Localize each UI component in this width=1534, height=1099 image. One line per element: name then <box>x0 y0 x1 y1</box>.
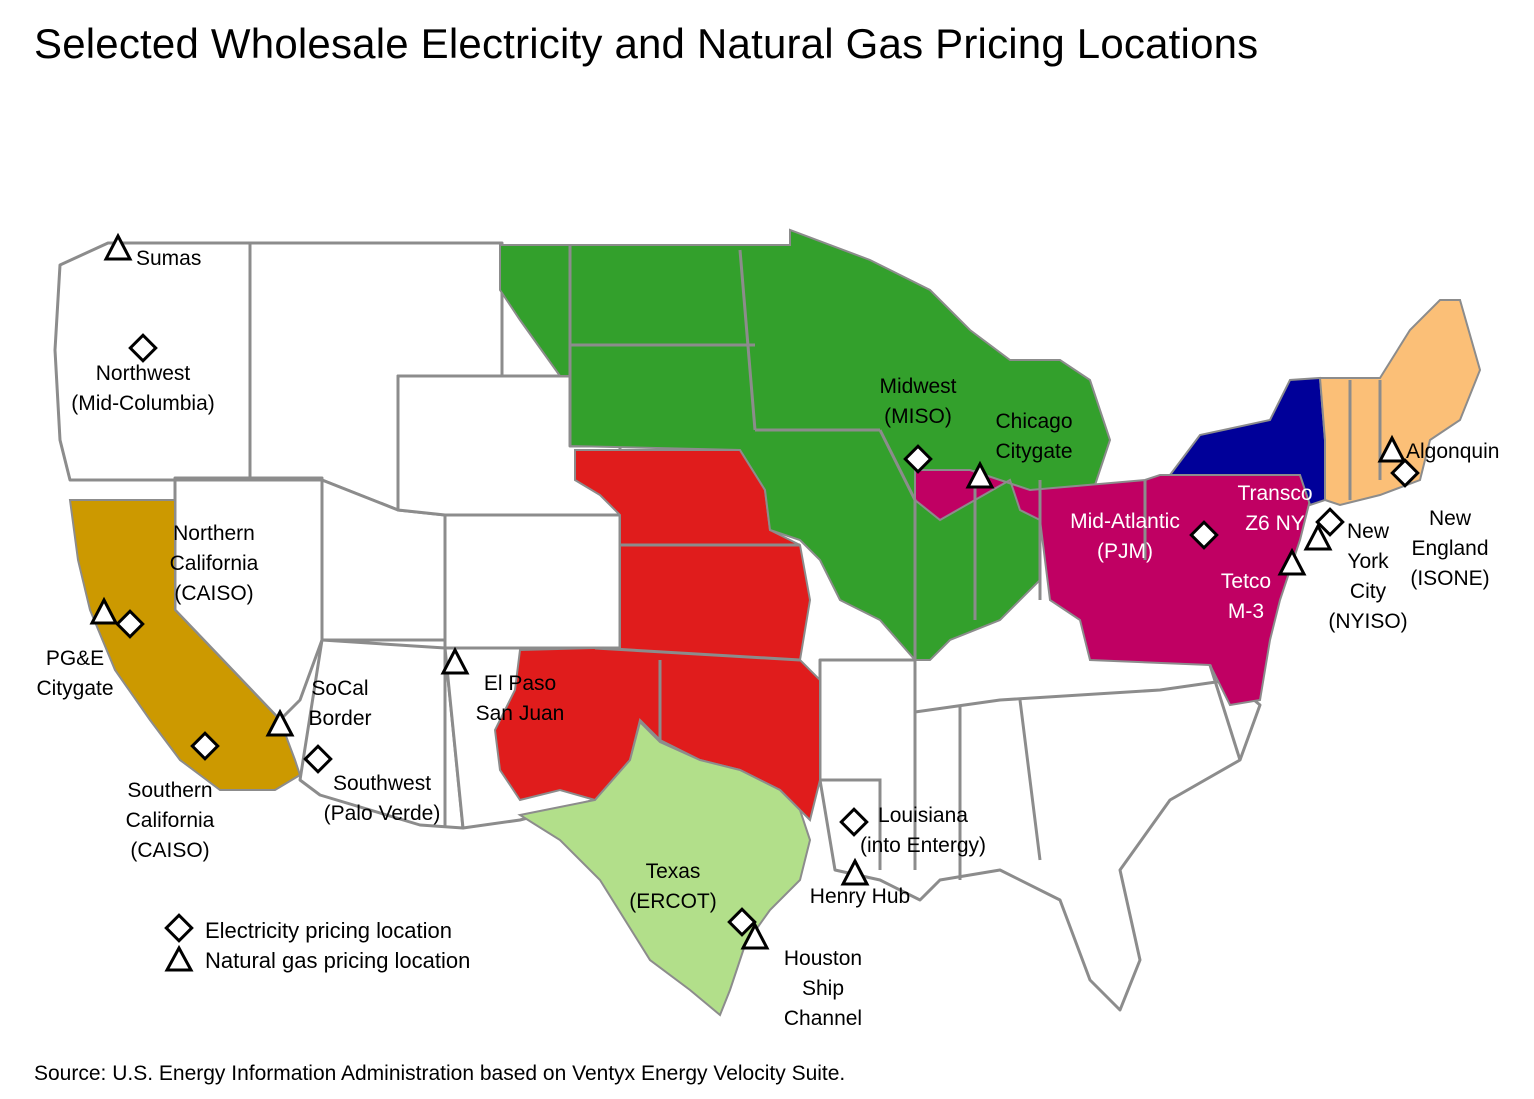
label-transco: Transco Z6 NY <box>1237 482 1312 535</box>
label-pge-line: PG&E <box>46 647 104 670</box>
legend-electricity-icon <box>164 913 194 943</box>
label-louisiana: Louisiana (into Entergy) <box>860 804 986 857</box>
label-northern-california-line: California <box>170 552 259 575</box>
label-new-england-line: New <box>1429 507 1472 530</box>
label-mid-atlantic-line: Mid-Atlantic <box>1070 510 1180 533</box>
label-pge-line: Citygate <box>36 677 113 700</box>
label-louisiana-line: Louisiana <box>878 804 968 827</box>
label-new-england-line: (ISONE) <box>1410 567 1489 590</box>
tetco-m3-gas-marker <box>1277 547 1307 576</box>
label-southern-california-line: Southern <box>127 779 212 802</box>
label-new-york: New York City (NYISO) <box>1328 520 1407 633</box>
label-new-york-line: New <box>1347 520 1390 543</box>
label-mid-atlantic: Mid-Atlantic (PJM) <box>1070 510 1180 563</box>
new-england-electricity-marker <box>1390 458 1420 488</box>
label-northwest-line: (Mid-Columbia) <box>71 392 215 415</box>
chicago-citygate-gas-marker <box>965 460 995 489</box>
southwest-electricity-marker <box>303 744 333 774</box>
northern-california-electricity-marker <box>115 609 145 639</box>
label-northern-california-line: Northern <box>173 522 255 545</box>
label-tetco-line: M-3 <box>1228 600 1264 623</box>
label-el-paso: El Paso San Juan <box>476 672 565 725</box>
label-transco-line: Z6 NY <box>1245 512 1305 535</box>
label-socal-border-line: SoCal <box>311 677 368 700</box>
label-tetco: Tetco M-3 <box>1221 570 1271 623</box>
label-southern-california-line: California <box>126 809 215 832</box>
label-northern-california-line: (CAISO) <box>174 582 253 605</box>
socal-border-gas-marker <box>265 708 295 737</box>
northwest-electricity-marker <box>128 333 158 363</box>
location-labels: Sumas Northwest (Mid-Columbia) Northern Cali… <box>36 247 1499 1030</box>
label-socal-border-line: Border <box>308 707 371 730</box>
pricing-markers <box>89 232 1420 950</box>
label-el-paso-line: San Juan <box>476 702 565 725</box>
label-algonquin-line: Algonquin <box>1406 440 1499 463</box>
label-midwest: Midwest (MISO) <box>879 375 956 428</box>
map-title: Selected Wholesale Electricity and Natur… <box>34 20 1259 67</box>
label-louisiana-line: (into Entergy) <box>860 834 986 857</box>
state-borders <box>443 245 1382 880</box>
label-chicago: Chicago Citygate <box>995 410 1072 463</box>
label-southwest-line: Southwest <box>333 772 431 795</box>
legend: Electricity pricing location Natural gas… <box>164 913 470 973</box>
algonquin-gas-marker <box>1377 434 1407 463</box>
label-sumas-line: Sumas <box>136 247 201 270</box>
label-northwest: Northwest (Mid-Columbia) <box>71 362 215 415</box>
label-algonquin: Algonquin <box>1406 440 1499 463</box>
midwest-electricity-marker <box>903 444 933 474</box>
label-houston-line: Ship <box>802 977 844 1000</box>
label-southwest-line: (Palo Verde) <box>324 802 441 825</box>
label-pge: PG&E Citygate <box>36 647 113 700</box>
label-henry-hub-line: Henry Hub <box>810 885 910 908</box>
legend-electricity-label: Electricity pricing location <box>205 918 452 943</box>
region-caiso <box>68 499 302 791</box>
region-isone <box>1318 299 1482 507</box>
sumas-gas-marker <box>103 232 133 261</box>
label-henry-hub: Henry Hub <box>810 885 910 908</box>
label-transco-line: Transco <box>1237 482 1312 505</box>
label-houston-line: Houston <box>784 947 862 970</box>
label-texas-line: (ERCOT) <box>629 890 717 913</box>
label-new-york-line: (NYISO) <box>1328 610 1407 633</box>
label-northwest-line: Northwest <box>96 362 191 385</box>
label-houston-line: Channel <box>784 1007 862 1030</box>
transco-z6-ny-gas-marker <box>1303 522 1333 551</box>
label-chicago-line: Chicago <box>995 410 1072 433</box>
label-texas: Texas (ERCOT) <box>629 860 717 913</box>
label-northern-california: Northern California (CAISO) <box>170 522 259 605</box>
label-new-england: New England (ISONE) <box>1410 507 1489 590</box>
label-socal-border: SoCal Border <box>308 677 371 730</box>
label-new-york-line: City <box>1350 580 1387 603</box>
henry-hub-gas-marker <box>840 857 870 886</box>
label-texas-line: Texas <box>646 860 701 883</box>
label-el-paso-line: El Paso <box>484 672 556 695</box>
el-paso-san-juan-gas-marker <box>440 646 470 675</box>
mid-atlantic-electricity-marker <box>1189 520 1219 550</box>
source-note: Source: U.S. Energy Information Administ… <box>34 1062 846 1085</box>
region-ercot <box>517 720 812 1017</box>
label-southwest: Southwest (Palo Verde) <box>324 772 441 825</box>
label-midwest-line: Midwest <box>879 375 956 398</box>
louisiana-electricity-marker <box>839 807 869 837</box>
southern-california-electricity-marker <box>190 731 220 761</box>
new-york-city-electricity-marker <box>1315 507 1345 537</box>
label-sumas: Sumas <box>136 247 201 270</box>
label-southern-california: Southern California (CAISO) <box>126 779 215 862</box>
texas-electricity-marker <box>727 907 757 937</box>
label-southern-california-line: (CAISO) <box>130 839 209 862</box>
label-new-england-line: England <box>1411 537 1488 560</box>
label-tetco-line: Tetco <box>1221 570 1271 593</box>
label-mid-atlantic-line: (PJM) <box>1097 540 1153 563</box>
houston-ship-channel-gas-marker <box>740 921 770 950</box>
label-midwest-line: (MISO) <box>884 405 952 428</box>
label-new-york-line: York <box>1347 550 1389 573</box>
legend-gas-label: Natural gas pricing location <box>205 948 470 973</box>
label-chicago-line: Citygate <box>995 440 1072 463</box>
legend-gas-icon <box>164 944 194 972</box>
label-houston: Houston Ship Channel <box>784 947 862 1030</box>
pge-citygate-gas-marker <box>89 596 119 625</box>
